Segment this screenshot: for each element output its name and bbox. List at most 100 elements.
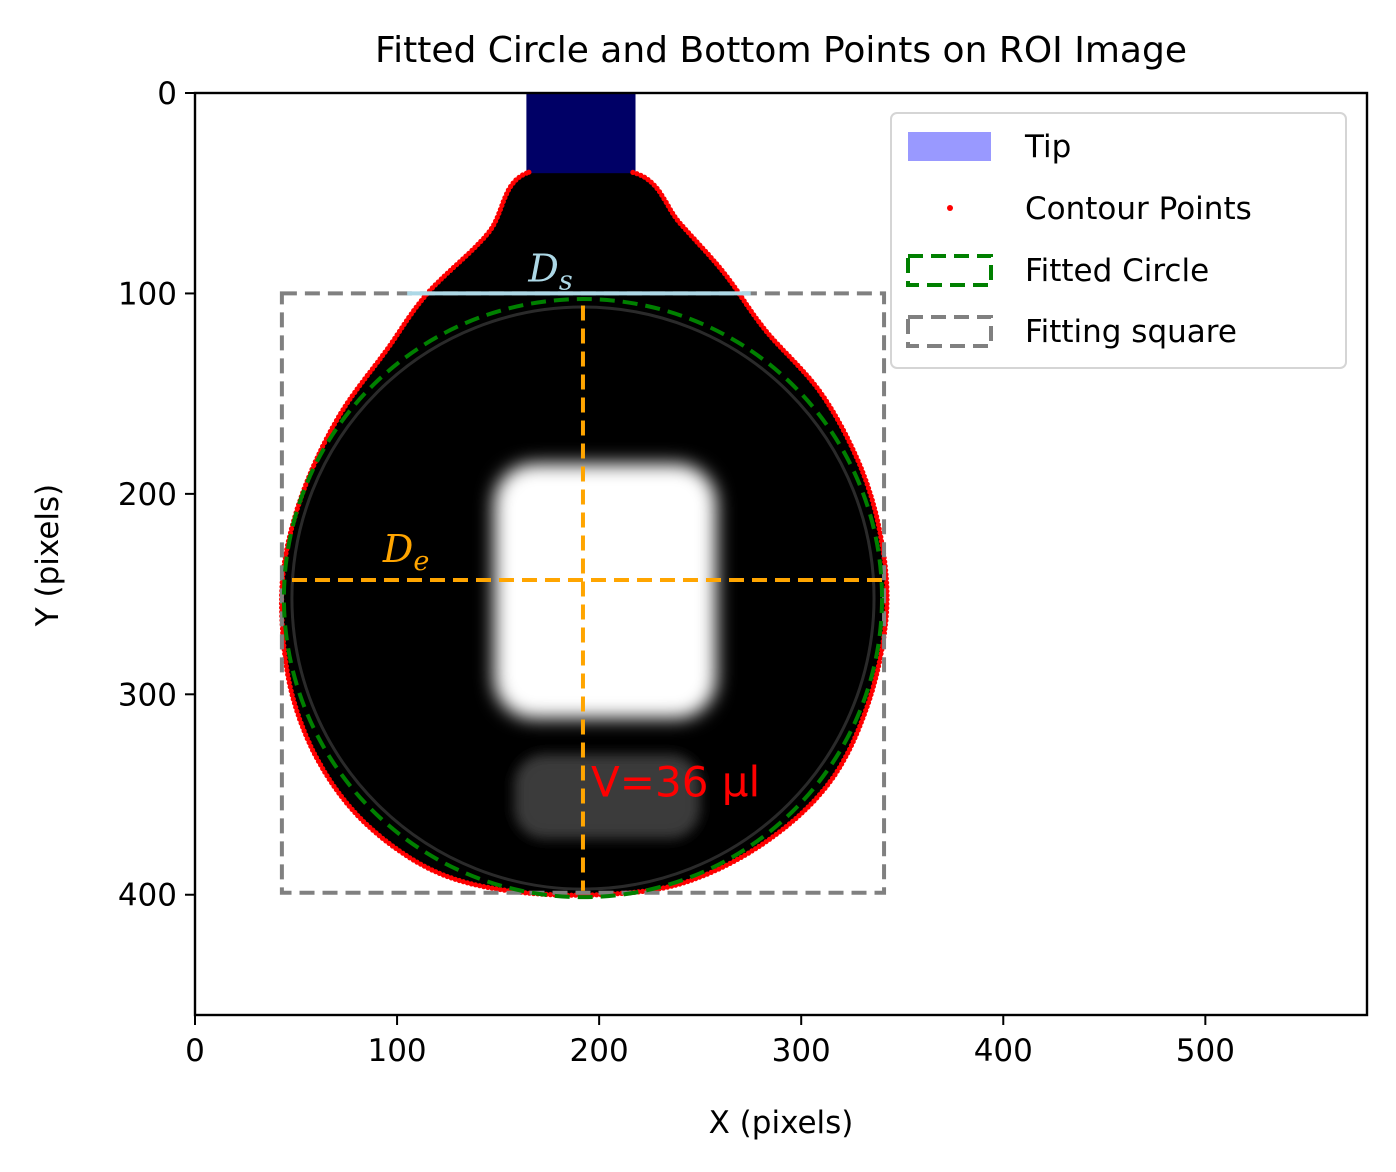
legend-frame (890, 112, 1347, 369)
legend-swatch (906, 315, 993, 348)
contour-point (300, 724, 306, 730)
contour-point (864, 704, 870, 710)
contour-point (303, 482, 309, 488)
contour-point (865, 485, 872, 491)
legend-item: Contour Points (947, 191, 1252, 227)
contour-point (868, 493, 874, 499)
contour-point (878, 651, 884, 657)
tip-rect (526, 93, 636, 174)
drop-bright-spot (494, 463, 717, 719)
contour-point (496, 210, 502, 216)
contour-point (288, 526, 295, 532)
contour-point (854, 731, 860, 737)
contour-point (284, 667, 290, 674)
contour-point (873, 509, 879, 515)
contour-point (489, 885, 495, 891)
contour-point (858, 465, 864, 472)
contour-point (871, 505, 878, 511)
legend-item: Fitted Circle (906, 253, 1209, 289)
contour-point (871, 679, 878, 686)
contour-point (857, 462, 863, 468)
contour-point (875, 663, 882, 669)
ds-label-main: D (527, 246, 558, 290)
contour-point (865, 700, 872, 706)
contour-point (870, 683, 877, 690)
y-tick-label: 300 (118, 677, 177, 713)
contour-point (456, 877, 462, 884)
contour-point (298, 720, 304, 726)
contour-point (630, 169, 636, 175)
legend-label: Fitted Circle (1025, 253, 1209, 289)
contour-point (863, 477, 869, 483)
x-tick-label: 200 (570, 1033, 629, 1069)
legend-item: Tip (908, 129, 1071, 165)
contour-point (875, 522, 882, 528)
x-tick-label: 300 (772, 1033, 831, 1069)
contour-point (634, 171, 640, 177)
contour-point (568, 892, 575, 898)
legend: Tip Contour Points Fitted Circle Fitting sq… (890, 112, 1347, 369)
chart-title: Fitted Circle and Bottom Points on ROI I… (375, 30, 1187, 71)
legend-label: Contour Points (1025, 191, 1252, 227)
contour-point (499, 202, 505, 209)
contour-point (497, 206, 503, 213)
contour-point (289, 692, 295, 698)
contour-point (497, 886, 503, 893)
contour-point (874, 513, 880, 520)
contour-point (869, 497, 875, 503)
contour-point (436, 870, 443, 877)
contour-point (472, 882, 479, 888)
contour-point (594, 892, 600, 898)
contour-point (873, 675, 879, 682)
contour-point (468, 881, 474, 887)
contour-point (874, 518, 881, 524)
contour-point (282, 651, 288, 657)
contour-point (282, 655, 288, 661)
contour-point (660, 885, 667, 891)
y-tick-label: 0 (157, 76, 177, 112)
x-tick-label: 500 (1176, 1033, 1235, 1069)
contour-point (855, 727, 861, 733)
drop-reflection (514, 754, 701, 839)
contour-point (861, 711, 867, 718)
ds-label-subscript: s (559, 265, 573, 296)
contour-point (522, 890, 528, 896)
contour-point (485, 884, 491, 891)
contour-point (685, 878, 691, 885)
x-tick-label: 100 (367, 1033, 426, 1069)
contour-point (452, 876, 458, 882)
contour-point (615, 891, 621, 897)
legend-swatch (947, 205, 953, 211)
contour-point (874, 671, 880, 678)
contour-point (876, 659, 883, 665)
plot-area (278, 93, 890, 898)
contour-point (867, 489, 873, 495)
contour-point (864, 481, 870, 487)
x-tick-label: 0 (185, 1033, 205, 1069)
contour-point (868, 692, 874, 698)
contour-point (288, 688, 294, 694)
contour-point (870, 501, 877, 507)
contour-point (297, 716, 303, 722)
contour-point (502, 195, 508, 201)
contour-point (291, 700, 298, 706)
contour-point (852, 735, 858, 741)
y-axis-label: Y (pixels) (30, 484, 66, 628)
contour-point (882, 626, 888, 632)
contour-point (448, 875, 454, 881)
y-tick-label: 100 (118, 276, 177, 312)
contour-point (283, 550, 289, 557)
contour-point (481, 884, 487, 890)
contour-point (440, 872, 446, 878)
contour-point (303, 732, 309, 738)
contour-point (877, 530, 883, 536)
legend-label: Tip (1024, 129, 1071, 165)
contour-point (640, 888, 646, 895)
contour-point (882, 559, 888, 565)
fitted-circle (281, 297, 885, 900)
contour-point (444, 873, 450, 880)
legend-swatch (908, 132, 991, 161)
y-tick-label: 400 (118, 878, 177, 914)
